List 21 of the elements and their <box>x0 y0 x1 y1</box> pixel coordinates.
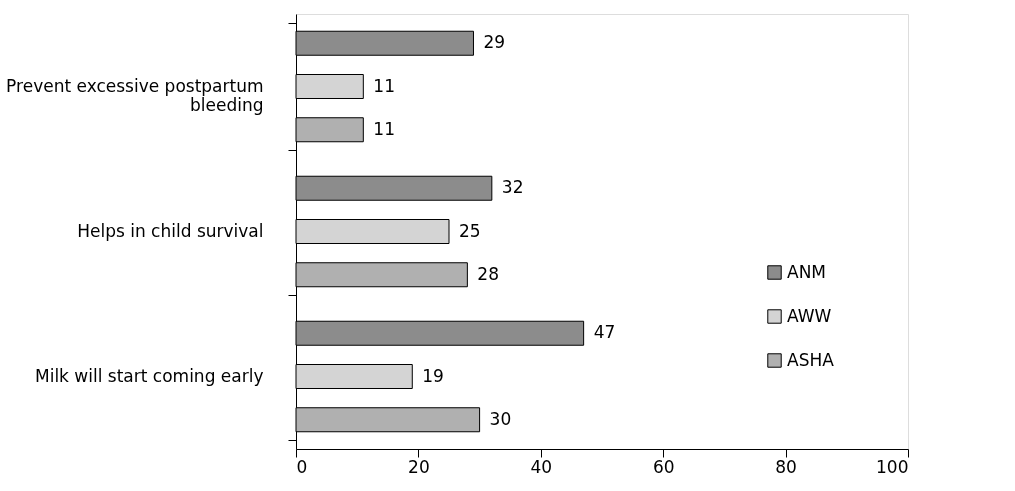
legend-label: ASHA <box>787 349 835 370</box>
data-label: 11 <box>373 75 395 96</box>
y-tick-label: Prevent excessive postpartum bleeding <box>6 76 264 115</box>
data-label: 32 <box>501 177 524 198</box>
x-tick-label: 100 <box>876 456 909 477</box>
data-label: 11 <box>373 118 395 139</box>
x-tick-label: 80 <box>775 456 797 477</box>
x-tick-label: 0 <box>296 456 308 477</box>
data-label: 29 <box>483 32 506 53</box>
legend-label: ANM <box>787 261 827 282</box>
data-label: 28 <box>477 263 499 284</box>
data-label: 30 <box>489 408 512 429</box>
x-tick-label: 40 <box>530 456 553 477</box>
x-tick-label: 60 <box>652 456 675 477</box>
y-tick-label: Milk will start coming early <box>35 366 264 386</box>
data-label: 47 <box>593 322 616 343</box>
legend-label: AWW <box>787 305 832 326</box>
x-tick-label: 20 <box>408 456 430 477</box>
data-label: 25 <box>459 220 481 241</box>
data-label: 19 <box>422 365 444 386</box>
y-tick-label: Helps in child survival <box>77 221 264 241</box>
